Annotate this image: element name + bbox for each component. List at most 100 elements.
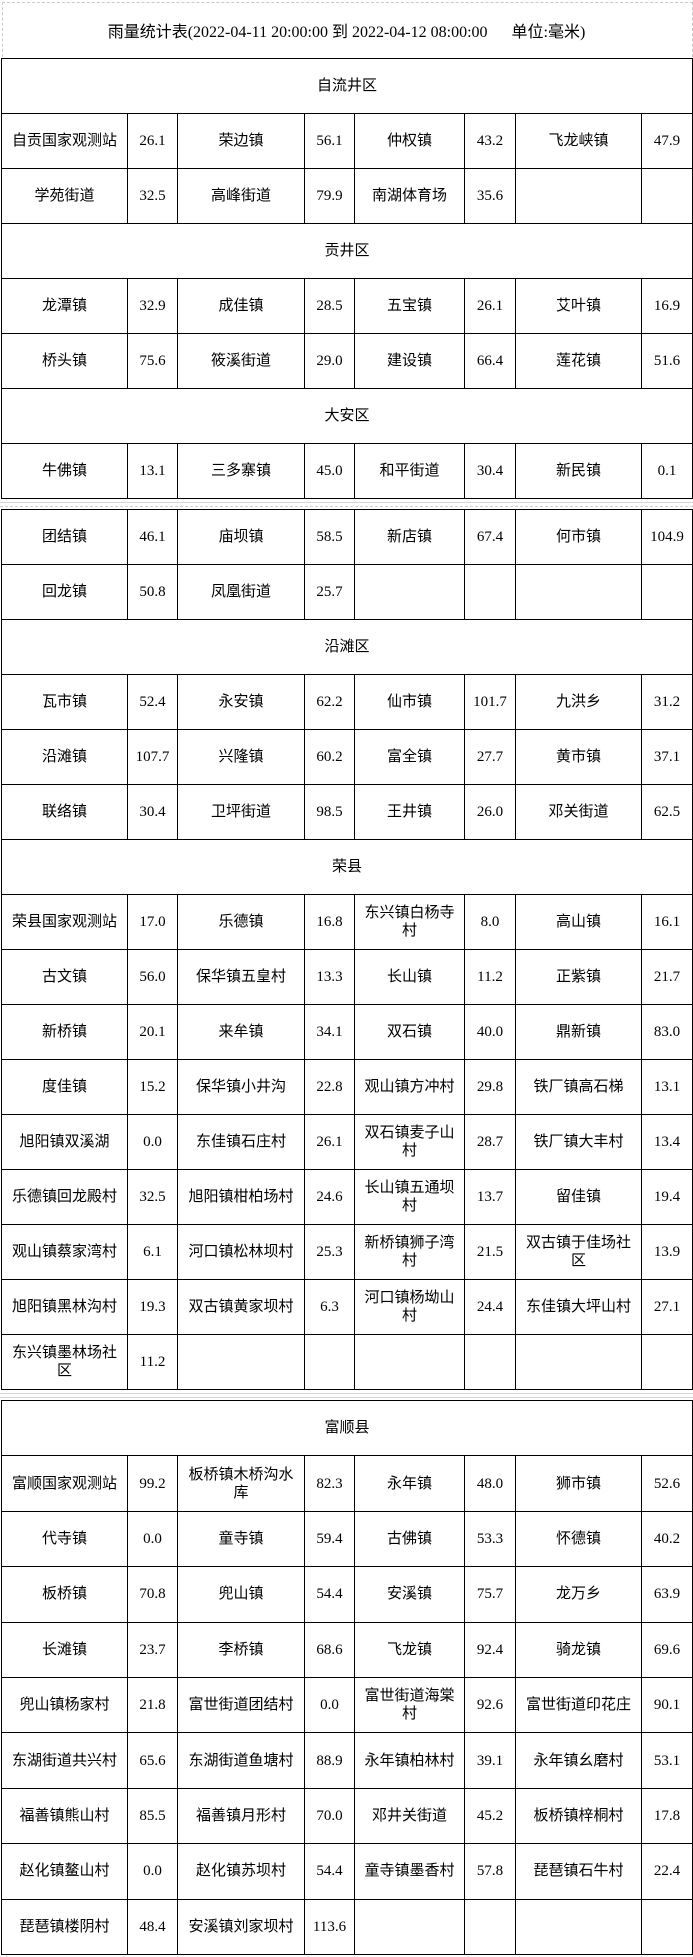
station-name: 新桥镇狮子湾村 (354, 1224, 465, 1280)
table-row: 回龙镇 50.8 凤凰街道 25.7 (1, 564, 693, 620)
rainfall-value: 45.2 (464, 1787, 516, 1845)
rainfall-value: 28.5 (304, 278, 355, 334)
table-row: 新桥镇 20.1 来牟镇 34.1 双石镇 40.0 鼎新镇 83.0 (1, 1004, 693, 1060)
station-name: 乐德镇回龙殿村 (1, 1169, 128, 1225)
page-break-divider (0, 502, 693, 503)
rainfall-value: 26.1 (464, 278, 516, 334)
station-name: 富世街道海棠村 (354, 1676, 465, 1734)
station-name: 牛佛镇 (1, 443, 128, 499)
station-name: 双石镇 (354, 1004, 465, 1060)
table-row: 富顺国家观测站 99.2 板桥镇木桥沟水库 82.3 永年镇 48.0 狮市镇 52.6 (1, 1455, 693, 1512)
station-name: 荣边镇 (177, 113, 305, 169)
station-name: 度佳镇 (1, 1059, 128, 1115)
rainfall-value: 26.1 (127, 113, 178, 169)
rainfall-value: 56.1 (304, 113, 355, 169)
rainfall-value: 29.0 (304, 333, 355, 389)
rainfall-value: 8.0 (464, 894, 516, 950)
station-name: 瓦市镇 (1, 674, 128, 730)
station-name (515, 564, 642, 620)
rainfall-value: 51.6 (640, 333, 693, 389)
table-row: 代寺镇 0.0 童寺镇 59.4 古佛镇 53.3 怀德镇 40.2 (1, 1510, 693, 1568)
rainfall-value: 13.1 (641, 1059, 693, 1115)
rainfall-value: 32.5 (127, 168, 178, 224)
rainfall-value: 53.3 (464, 1510, 516, 1568)
station-name (515, 1334, 642, 1390)
rainfall-value: 23.7 (127, 1621, 178, 1678)
rainfall-value: 70.0 (304, 1787, 355, 1845)
table-row: 牛佛镇 13.1 三多寨镇 45.0 和平街道 30.4 新民镇 0.1 (1, 443, 693, 499)
rainfall-value: 17.8 (640, 1787, 693, 1845)
rainfall-value: 24.6 (304, 1169, 355, 1225)
rainfall-value: 22.4 (640, 1843, 693, 1900)
rainfall-value: 16.1 (641, 894, 693, 950)
station-name: 双石镇麦子山村 (354, 1114, 465, 1170)
rainfall-value: 107.7 (127, 729, 178, 785)
rainfall-value: 13.9 (641, 1224, 693, 1280)
station-name: 飞龙峡镇 (515, 113, 642, 169)
station-name: 琵琶镇石牛村 (515, 1843, 642, 1900)
station-name: 赵化镇苏坝村 (177, 1843, 305, 1900)
station-name: 兜山镇杨家村 (1, 1676, 128, 1734)
rainfall-value: 11.2 (464, 949, 516, 1005)
station-name: 赵化镇鳌山村 (1, 1843, 128, 1900)
station-name: 联络镇 (1, 784, 128, 840)
table-row: 桥头镇 75.6 筱溪街道 29.0 建设镇 66.4 莲花镇 51.6 (1, 333, 693, 389)
rainfall-value: 40.2 (640, 1510, 693, 1568)
rainfall-value: 63.9 (640, 1566, 693, 1623)
station-name: 长滩镇 (1, 1621, 128, 1678)
rainfall-value: 35.6 (464, 168, 516, 224)
station-name: 怀德镇 (515, 1510, 642, 1568)
station-name: 三多寨镇 (177, 443, 305, 499)
rainfall-value: 59.4 (304, 1510, 355, 1568)
station-name: 艾叶镇 (515, 278, 642, 334)
rainfall-value: 54.4 (304, 1566, 355, 1623)
rainfall-value: 54.4 (304, 1843, 355, 1900)
station-name: 富顺国家观测站 (1, 1455, 128, 1512)
station-name: 卫坪街道 (177, 784, 305, 840)
station-name: 安溪镇刘家坝村 (177, 1898, 305, 1955)
rainfall-value: 43.2 (464, 113, 516, 169)
rainfall-value: 26.1 (304, 1114, 355, 1170)
station-name (515, 168, 642, 224)
station-name (515, 1898, 642, 1955)
table-row: 旭阳镇双溪湖 0.0 东佳镇石庄村 26.1 双石镇麦子山村 28.7 铁厂镇大丰村 13.4 (1, 1114, 693, 1170)
rainfall-value: 75.7 (464, 1566, 516, 1623)
rainfall-value: 47.9 (640, 113, 693, 169)
station-name: 安溪镇 (354, 1566, 465, 1623)
station-name: 莲花镇 (515, 333, 642, 389)
rainfall-value: 30.4 (464, 443, 516, 499)
rainfall-value: 0.0 (127, 1114, 178, 1170)
table-row: 乐德镇回龙殿村 32.5 旭阳镇柑柏场村 24.6 长山镇五通坝村 13.7 留佳镇 19.4 (1, 1169, 693, 1225)
station-name: 观山镇方冲村 (354, 1059, 465, 1115)
rainfall-value: 26.0 (464, 784, 516, 840)
station-name: 永安镇 (177, 674, 305, 730)
station-name: 古文镇 (1, 949, 128, 1005)
rainfall-value: 22.8 (304, 1059, 355, 1115)
station-name: 板桥镇木桥沟水库 (177, 1455, 305, 1512)
station-name (354, 1898, 465, 1955)
station-name: 童寺镇 (177, 1510, 305, 1568)
rainfall-value: 27.1 (641, 1279, 693, 1335)
rainfall-value: 66.4 (464, 333, 516, 389)
station-name: 庙坝镇 (177, 509, 305, 565)
rainfall-value: 0.0 (127, 1510, 178, 1568)
rainfall-value: 39.1 (464, 1732, 516, 1789)
station-name: 和平街道 (354, 443, 465, 499)
rainfall-value: 13.7 (464, 1169, 516, 1225)
rainfall-value: 20.1 (127, 1004, 178, 1060)
table-row: 东湖街道共兴村 65.6 东湖街道鱼塘村 88.9 永年镇柏林村 39.1 永年镇幺磨村 53… (1, 1732, 693, 1789)
rainfall-value: 62.5 (641, 784, 693, 840)
station-name: 九洪乡 (515, 674, 642, 730)
station-name: 鼎新镇 (515, 1004, 642, 1060)
station-name: 永年镇幺磨村 (515, 1732, 642, 1789)
station-name: 板桥镇梓桐村 (515, 1787, 642, 1845)
table-row: 兜山镇杨家村 21.8 富世街道团结村 0.0 富世街道海棠村 92.6 富世街道印花庄 90… (1, 1676, 693, 1734)
station-name: 永年镇柏林村 (354, 1732, 465, 1789)
rainfall-value: 16.9 (640, 278, 693, 334)
rainfall-value: 57.8 (464, 1843, 516, 1900)
rainfall-value: 48.0 (464, 1455, 516, 1512)
station-name: 福善镇月形村 (177, 1787, 305, 1845)
station-name: 琵琶镇楼阴村 (1, 1898, 128, 1955)
rainfall-value: 37.1 (641, 729, 693, 785)
rainfall-value: 32.9 (127, 278, 178, 334)
